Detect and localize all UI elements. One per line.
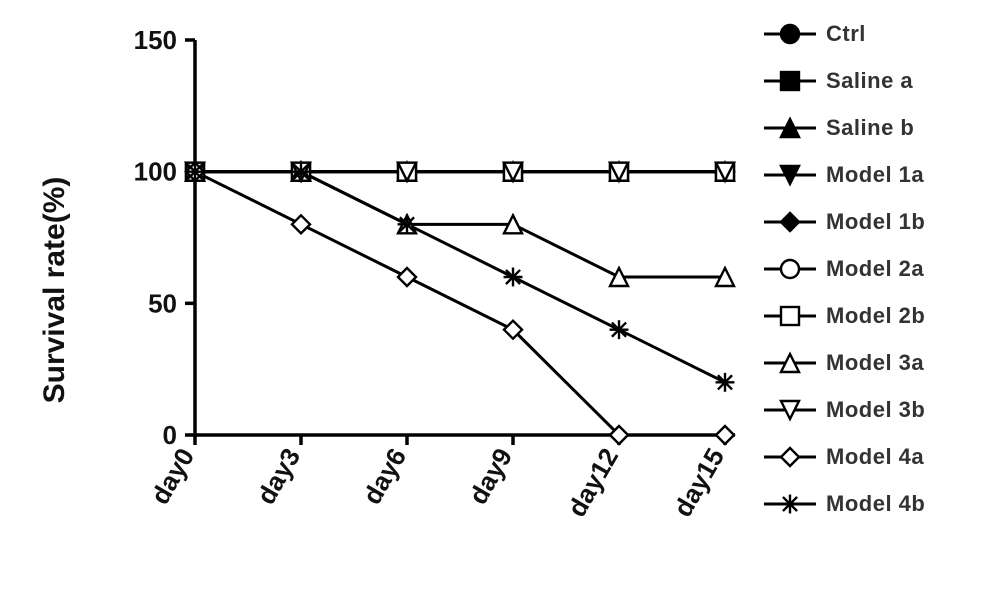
legend-marker (760, 442, 820, 472)
svg-text:100: 100 (134, 157, 177, 187)
legend-label: Model 1b (820, 209, 925, 235)
legend-item: Saline b (760, 104, 990, 151)
legend-label: Ctrl (820, 21, 866, 47)
legend-marker (760, 66, 820, 96)
svg-text:day9: day9 (463, 443, 519, 509)
legend-item: Model 3b (760, 386, 990, 433)
legend-item: Model 2a (760, 245, 990, 292)
chart-svg: 050100150day0day3day6day9day12day15 (60, 20, 740, 580)
legend-label: Model 2a (820, 256, 924, 282)
legend-item: Saline a (760, 57, 990, 104)
legend-marker (760, 395, 820, 425)
legend-label: Model 2b (820, 303, 925, 329)
legend-label: Saline a (820, 68, 913, 94)
legend-label: Model 4b (820, 491, 925, 517)
legend-item: Model 1a (760, 151, 990, 198)
svg-text:150: 150 (134, 25, 177, 55)
legend-label: Model 3a (820, 350, 924, 376)
survival-chart: Survival rate(%) 050100150day0day3day6da… (60, 20, 740, 580)
legend-marker (760, 113, 820, 143)
legend: Ctrl Saline a Saline b Model 1a Model 1b Mode… (760, 10, 990, 527)
legend-marker (760, 19, 820, 49)
legend-item: Ctrl (760, 10, 990, 57)
legend-marker (760, 489, 820, 519)
legend-item: Model 4a (760, 433, 990, 480)
legend-marker (760, 254, 820, 284)
legend-label: Model 3b (820, 397, 925, 423)
svg-text:day15: day15 (667, 443, 730, 522)
y-axis-label: Survival rate(%) (38, 177, 72, 404)
legend-marker (760, 348, 820, 378)
svg-text:50: 50 (148, 288, 177, 318)
legend-item: Model 2b (760, 292, 990, 339)
legend-item: Model 4b (760, 480, 990, 527)
legend-label: Model 4a (820, 444, 924, 470)
legend-label: Saline b (820, 115, 914, 141)
svg-text:day3: day3 (251, 443, 307, 509)
legend-marker (760, 207, 820, 237)
legend-marker (760, 160, 820, 190)
legend-item: Model 3a (760, 339, 990, 386)
legend-marker (760, 301, 820, 331)
svg-text:day0: day0 (145, 443, 201, 509)
legend-item: Model 1b (760, 198, 990, 245)
legend-label: Model 1a (820, 162, 924, 188)
svg-text:day12: day12 (561, 443, 624, 522)
svg-text:day6: day6 (357, 443, 413, 509)
